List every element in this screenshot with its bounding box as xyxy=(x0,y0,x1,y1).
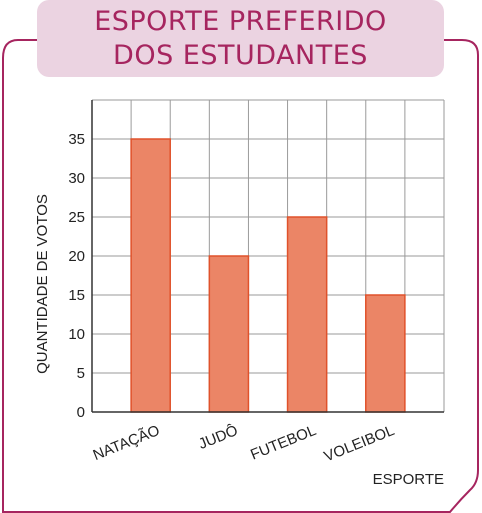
y-tick-label: 10 xyxy=(68,326,85,343)
bar-3 xyxy=(365,294,406,413)
y-tick-label: 25 xyxy=(68,209,85,226)
bar-0 xyxy=(130,138,171,413)
category-label: JUDÔ xyxy=(196,422,240,453)
y-tick-label: 20 xyxy=(68,248,85,265)
title-banner xyxy=(37,0,444,77)
y-axis-label: QUANTIDADE DE VOTOS xyxy=(34,194,51,374)
bar-2 xyxy=(286,216,328,413)
bars xyxy=(130,138,406,413)
chart-title-line-2: DOS ESTUDANTES xyxy=(113,40,368,71)
chart-title-line-1: ESPORTE PREFERIDO xyxy=(94,6,387,37)
y-tick-label: 30 xyxy=(68,170,85,187)
category-labels: NATAÇÃO JUDÔ FUTEBOL VOLEIBOL xyxy=(91,422,397,466)
category-label: NATAÇÃO xyxy=(91,422,163,464)
y-tick-label: 0 xyxy=(77,404,85,421)
y-tick-label: 5 xyxy=(77,365,85,382)
y-tick-label: 15 xyxy=(68,287,85,304)
x-axis-label: ESPORTE xyxy=(373,471,444,488)
category-label: FUTEBOL xyxy=(248,422,319,464)
category-label: VOLEIBOL xyxy=(322,422,397,466)
axes xyxy=(91,100,444,413)
y-tick-label: 35 xyxy=(68,131,85,148)
frame-border xyxy=(2,39,479,513)
y-tick-labels: 0 5 10 15 20 25 30 35 xyxy=(68,131,85,421)
bar-1 xyxy=(208,255,250,413)
